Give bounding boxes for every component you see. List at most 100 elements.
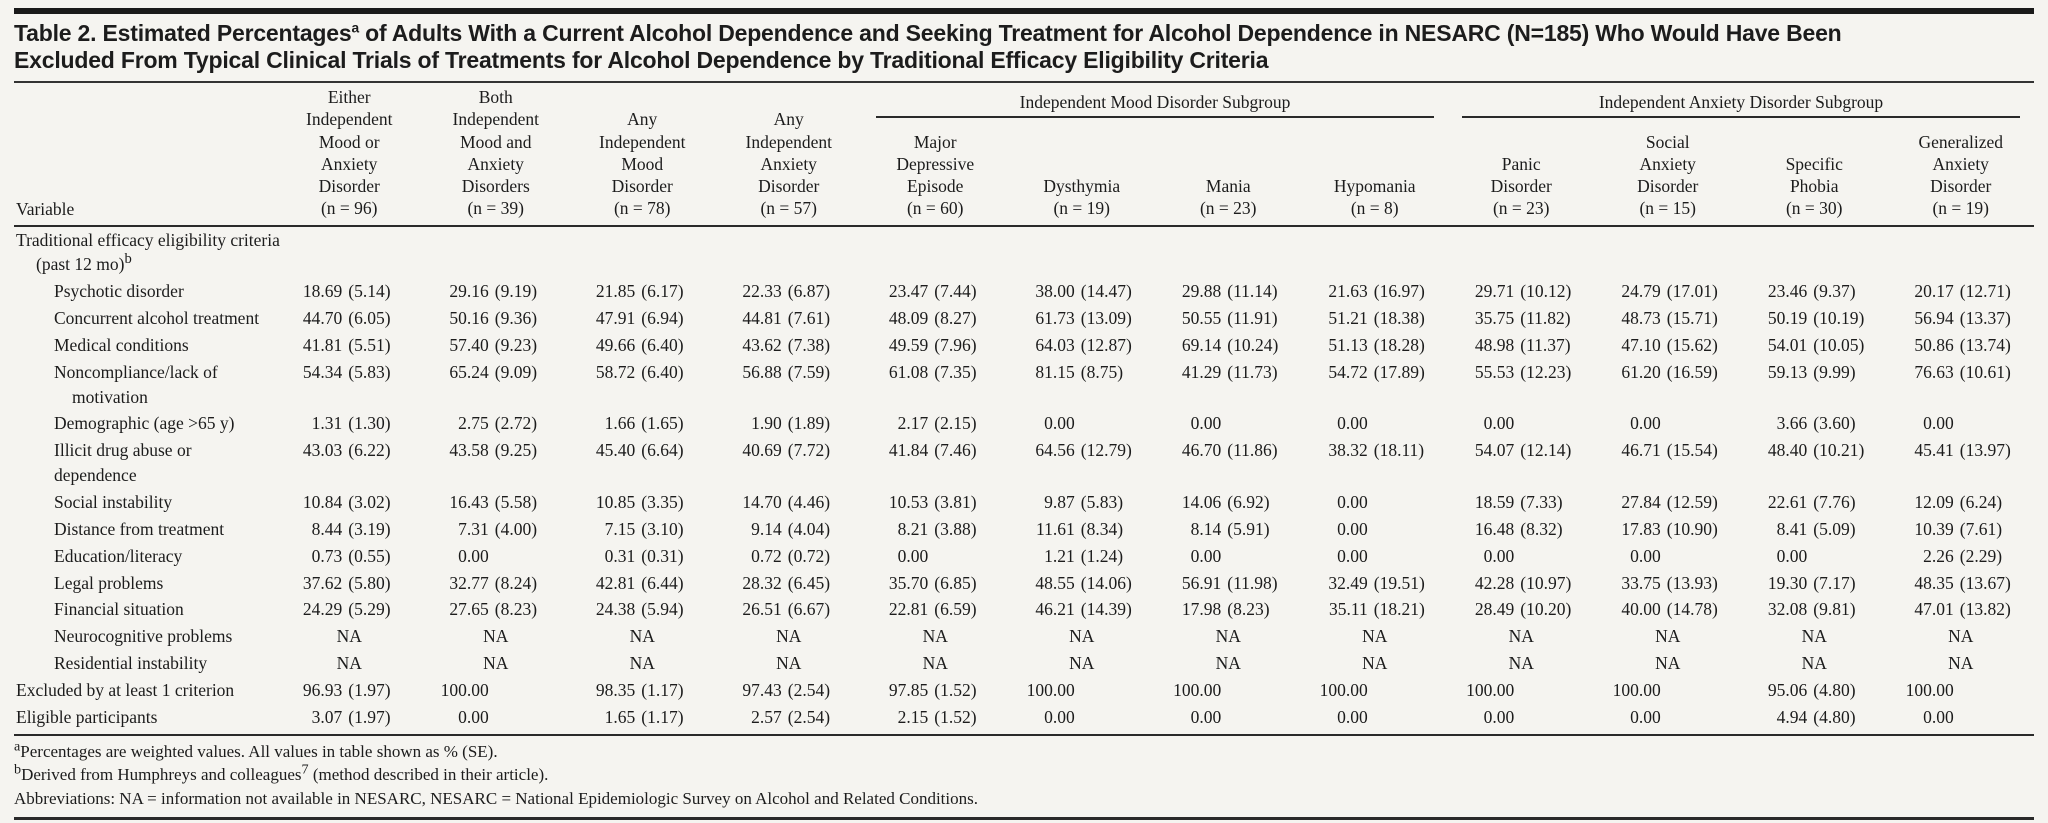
table-cell: 48.35 (13.67) xyxy=(1888,570,2035,597)
table-cell: 12.09 (6.24) xyxy=(1888,489,2035,516)
standard-error: (13.74) xyxy=(1959,334,2011,355)
table-cell: 44.70 (6.05) xyxy=(276,305,423,332)
standard-error: (1.17) xyxy=(641,679,684,700)
table-cell: 46.71 (15.54) xyxy=(1595,437,1742,489)
value: 96.93 xyxy=(302,679,343,700)
table-cell: 22.33 (6.87) xyxy=(716,278,863,305)
value: 0.00 xyxy=(1337,518,1368,539)
standard-error: (6.45) xyxy=(787,572,831,593)
standard-error: (5.80) xyxy=(348,572,391,593)
cell-value: NA xyxy=(1597,624,1740,649)
cell-value: 10.39 (7.61) xyxy=(1890,517,2033,542)
standard-error: (7.61) xyxy=(1959,518,2003,539)
value: 24.38 xyxy=(595,599,636,620)
value: NA xyxy=(1948,626,1974,647)
table-cell: 11.61 (8.34) xyxy=(1009,516,1156,543)
standard-error: (5.09) xyxy=(1813,518,1856,539)
table-cell: NA xyxy=(276,623,423,650)
standard-error: (7.76) xyxy=(1813,492,1856,512)
table-cell: 0.00 xyxy=(1448,410,1595,437)
standard-error xyxy=(1514,411,1584,436)
standard-error: (2.15) xyxy=(934,413,977,434)
header-row-2: Major Depressive Episode (n = 60) Dysthym… xyxy=(14,118,2034,227)
value: 46.21 xyxy=(1035,599,1075,620)
cell-value: 8.44 (3.19) xyxy=(278,517,421,542)
table-cell: 48.98 (11.37) xyxy=(1448,332,1595,359)
standard-error: (10.19) xyxy=(1813,308,1865,329)
title-text-3: Excluded From Typical Clinical Trials of… xyxy=(14,47,1269,74)
value: 97.43 xyxy=(742,679,782,700)
cell-value: 2.75 (2.72) xyxy=(425,411,568,436)
table-cell: 0.31 (0.31) xyxy=(569,543,716,570)
value: 65.24 xyxy=(449,361,489,382)
standard-error: (13.93) xyxy=(1666,572,1718,593)
standard-error: (7.61) xyxy=(787,308,831,329)
standard-error xyxy=(1954,411,2024,436)
row-label: Residential instability xyxy=(54,653,208,674)
value: 56.94 xyxy=(1914,308,1954,329)
value: 2.17 xyxy=(897,413,929,434)
standard-error: (1.65) xyxy=(641,413,684,434)
cell-value: NA xyxy=(1157,624,1300,649)
value: 2.75 xyxy=(458,413,489,434)
standard-error: (17.89) xyxy=(1373,361,1425,382)
table-cell: 3.07 (1.97) xyxy=(276,703,423,736)
table-cell: 10.85 (3.35) xyxy=(569,489,716,516)
cell-value: 56.91 (11.98) xyxy=(1157,571,1300,596)
standard-error: (0.55) xyxy=(348,545,391,566)
value: 0.72 xyxy=(751,545,782,566)
cell-value: 24.29 (5.29) xyxy=(278,597,421,622)
value: 1.21 xyxy=(1044,545,1075,566)
table-cell: 43.03 (6.22) xyxy=(276,437,423,489)
table-cell: 0.00 xyxy=(1155,703,1302,736)
value: 32.08 xyxy=(1767,599,1808,620)
table-cell: 0.00 xyxy=(1741,543,1888,570)
footnote-b-text-2: (method described in their article). xyxy=(308,765,549,785)
cell-value: 42.81 (6.44) xyxy=(571,571,714,596)
table-title: Table 2. Estimated Percentagesa of Adult… xyxy=(14,14,2034,84)
value: NA xyxy=(1508,626,1534,647)
standard-error: (14.06) xyxy=(1080,572,1132,593)
standard-error: (3.60) xyxy=(1813,413,1856,434)
value: 0.00 xyxy=(897,545,929,566)
value: 41.84 xyxy=(888,440,929,461)
value: 98.35 xyxy=(595,679,636,700)
value: 64.03 xyxy=(1035,334,1075,355)
table-cell: 54.34 (5.83) xyxy=(276,359,423,411)
title-text-2: of Adults With a Current Alcohol Depende… xyxy=(358,20,1842,46)
value: 48.09 xyxy=(888,308,929,329)
cell-value: 11.61 (8.34) xyxy=(1011,517,1154,542)
standard-error: (3.88) xyxy=(934,518,977,539)
standard-error xyxy=(1368,544,1438,569)
cell-value: 22.33 (6.87) xyxy=(718,279,861,304)
table-cell: NA xyxy=(1009,623,1156,650)
value: 22.33 xyxy=(742,281,782,302)
cell-value: 8.21 (3.88) xyxy=(864,517,1007,542)
cell-value: 10.84 (3.02) xyxy=(278,490,421,515)
value: 81.15 xyxy=(1035,361,1075,382)
standard-error: (9.81) xyxy=(1813,599,1856,620)
cell-value: 55.53 (12.23) xyxy=(1450,360,1593,385)
standard-error: (4.00) xyxy=(494,518,538,539)
value: 64.56 xyxy=(1035,440,1075,461)
standard-error: (5.94) xyxy=(641,599,684,620)
standard-error: (13.97) xyxy=(1959,440,2011,461)
group-header-label: Independent Mood Disorder Subgroup xyxy=(1019,92,1291,113)
standard-error xyxy=(1661,411,1731,436)
table-cell: 96.93 (1.97) xyxy=(276,677,423,704)
standard-error: (6.44) xyxy=(641,572,684,593)
table-cell: NA xyxy=(716,623,863,650)
cell-value: 0.00 xyxy=(1597,411,1740,436)
standard-error xyxy=(489,678,559,703)
table-cell: 0.00 xyxy=(862,543,1009,570)
standard-error: (15.62) xyxy=(1666,334,1718,355)
value: 43.62 xyxy=(742,334,782,355)
table-cell: 59.13 (9.99) xyxy=(1741,359,1888,411)
cell-value: 41.84 (7.46) xyxy=(864,438,1007,463)
value: 0.00 xyxy=(1776,545,1808,566)
table-row: Concurrent alcohol treatment 44.70 (6.05) 5… xyxy=(14,305,2034,332)
cell-value: 26.51 (6.67) xyxy=(718,597,861,622)
cell-value: 0.73 (0.55) xyxy=(278,544,421,569)
table-cell: 38.32 (18.11) xyxy=(1302,437,1449,489)
standard-error: (11.86) xyxy=(1227,440,1278,461)
